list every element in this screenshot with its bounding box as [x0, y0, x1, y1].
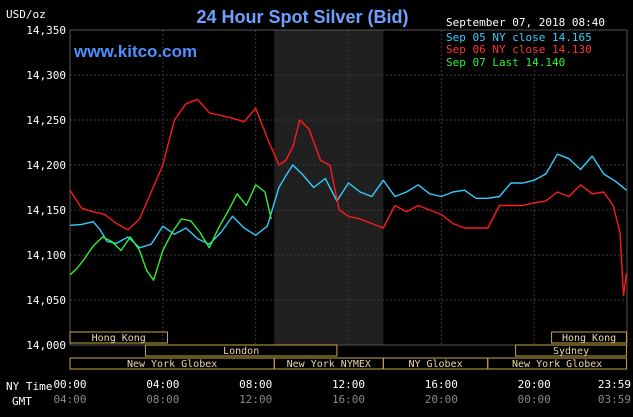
session-bar: [515, 344, 628, 357]
x-tick-ny: 12:00: [332, 378, 365, 391]
y-tick-label: 14,100: [26, 249, 66, 262]
x-tick-ny: 00:00: [53, 378, 86, 391]
y-axis-label: USD/oz: [6, 8, 46, 21]
x-axis-ticks: 00:00 04:00 08:00 12:00 16:00 20:00 23:59 04:00…: [53, 378, 631, 406]
plot-frame: [69, 29, 628, 346]
session-label: New York Globex: [127, 359, 217, 370]
session-label: New York Globex: [512, 359, 602, 370]
session-label: Sydney: [553, 346, 589, 357]
x-tick-gmt: 08:00: [146, 393, 179, 406]
session-label: London: [223, 346, 259, 357]
chart-title: 24 Hour Spot Silver (Bid): [196, 7, 409, 27]
session-bar: [69, 331, 168, 344]
x-tick-gmt: 03:59: [598, 393, 631, 406]
legend-entry-sep07: Sep 07 Last 14.140: [446, 56, 566, 69]
session-label: Hong Kong: [562, 333, 616, 344]
y-axis-ticks: 14,350 14,300 14,250 14,200 14,150 14,100 14,0…: [26, 24, 66, 352]
series-line-1: [69, 98, 628, 297]
session-label: NY Globex: [408, 359, 462, 370]
x-tick-ny: 20:00: [518, 378, 551, 391]
y-tick-label: 14,350: [26, 24, 66, 37]
y-tick-label: 14,200: [26, 159, 66, 172]
y-tick-label: 14,150: [26, 204, 66, 217]
nymex-session-shading: [274, 30, 384, 345]
x-axis-gmt-label: GMT: [12, 395, 32, 408]
x-tick-gmt: 20:00: [425, 393, 458, 406]
y-tick-label: 14,050: [26, 294, 66, 307]
y-tick-label: 14,250: [26, 114, 66, 127]
x-tick-gmt: 16:00: [332, 393, 365, 406]
price-series: [69, 98, 628, 297]
legend-entry-sep05: Sep 05 NY close 14.165: [446, 31, 592, 44]
y-tick-label: 14,000: [26, 339, 66, 352]
timestamp: September 07, 2018 08:40: [446, 16, 605, 29]
legend-entry-sep06: Sep 06 NY close 14.130: [446, 43, 592, 56]
session-bar: [144, 344, 338, 357]
x-tick-gmt: 00:00: [518, 393, 551, 406]
nymex-shading-rect: [274, 30, 384, 345]
x-tick-ny: 04:00: [146, 378, 179, 391]
session-label: New York NYMEX: [287, 359, 371, 370]
market-sessions: Hong Kong London New York Globex New York N…: [69, 331, 628, 370]
x-axis-ny-label: NY Time: [6, 380, 53, 393]
series-line-2: [69, 184, 272, 281]
watermark: www.kitco.com: [74, 42, 198, 61]
session-label: Hong Kong: [92, 333, 146, 344]
y-tick-label: 14,300: [26, 69, 66, 82]
x-tick-gmt: 12:00: [239, 393, 272, 406]
session-bar: [487, 357, 628, 370]
session-bar: [551, 331, 628, 344]
x-tick-ny: 23:59: [598, 378, 631, 391]
x-tick-ny: 08:00: [239, 378, 272, 391]
x-tick-ny: 16:00: [425, 378, 458, 391]
x-tick-gmt: 04:00: [53, 393, 86, 406]
